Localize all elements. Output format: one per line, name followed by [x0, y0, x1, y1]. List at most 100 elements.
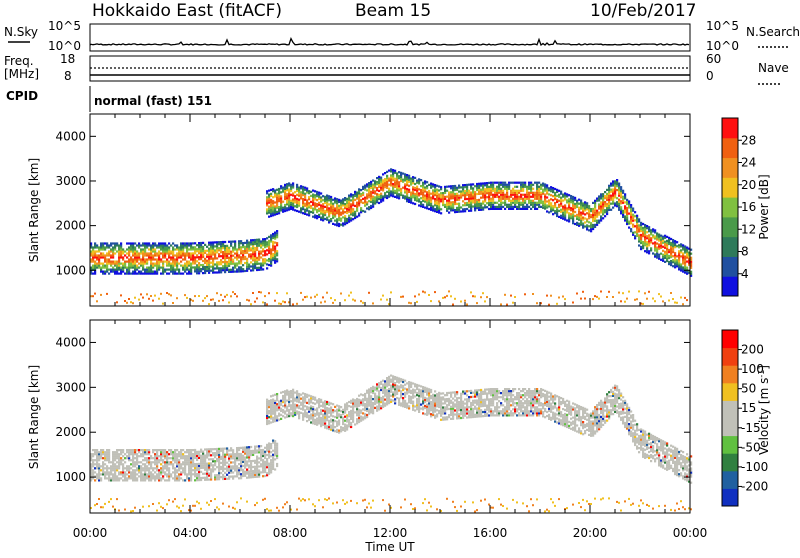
velocity-cell — [252, 470, 254, 472]
power-cell — [244, 256, 246, 258]
power-cell — [196, 270, 198, 272]
power-cell — [134, 261, 136, 263]
velocity-cell — [246, 501, 248, 503]
power-cell — [594, 206, 596, 208]
freq-tick-high: 18 — [60, 52, 75, 66]
velocity-cell — [144, 467, 146, 469]
power-cell — [164, 242, 166, 244]
velocity-cell — [152, 469, 154, 471]
power-cell — [676, 245, 678, 247]
power-cell — [144, 250, 146, 252]
power-cell — [656, 255, 658, 257]
power-cell — [152, 271, 154, 273]
velocity-cell — [268, 412, 270, 414]
power-cell — [408, 181, 410, 183]
power-cell — [102, 263, 104, 265]
power-cell — [284, 196, 286, 198]
power-cell — [572, 222, 574, 224]
velocity-cell — [232, 453, 234, 455]
power-cell — [508, 198, 510, 200]
power-cell — [500, 194, 502, 196]
power-cell — [476, 199, 478, 201]
power-cell — [594, 214, 596, 216]
power-cell — [162, 248, 164, 250]
power-cell — [172, 250, 174, 252]
velocity-cell — [222, 468, 224, 470]
power-cell — [508, 186, 510, 188]
power-cell — [204, 270, 206, 272]
power-cell — [500, 192, 502, 194]
power-cell — [194, 295, 196, 297]
velocity-cell — [222, 503, 224, 505]
power-cell — [248, 256, 250, 258]
power-cell — [346, 206, 348, 208]
velocity-cell — [186, 451, 188, 453]
power-cell — [338, 225, 340, 227]
power-cell — [556, 201, 558, 203]
power-cell — [342, 222, 344, 224]
velocity-cell — [298, 395, 300, 397]
velocity-cell — [180, 453, 182, 455]
power-cell — [270, 234, 272, 236]
power-cell — [612, 180, 614, 182]
power-cell — [410, 200, 412, 202]
velocity-cell — [178, 469, 180, 471]
power-cell — [494, 188, 496, 190]
power-cell — [252, 292, 254, 294]
power-cell — [248, 264, 250, 266]
velocity-cell — [246, 464, 248, 466]
power-cell — [392, 175, 394, 177]
power-cell — [318, 216, 320, 218]
velocity-cell — [290, 406, 292, 408]
power-cell — [360, 201, 362, 203]
power-cell — [380, 177, 382, 179]
power-cell — [100, 246, 102, 248]
power-cell — [270, 193, 272, 195]
velocity-cell — [108, 475, 110, 477]
velocity-cell — [168, 463, 170, 465]
power-cell — [532, 188, 534, 190]
power-cell — [364, 203, 366, 205]
velocity-cell — [196, 463, 198, 465]
power-cell — [660, 237, 662, 239]
power-cell — [212, 251, 214, 253]
power-cell — [246, 266, 248, 268]
velocity-cell — [146, 451, 148, 453]
velocity-cell — [232, 471, 234, 473]
velocity-cell — [98, 459, 100, 461]
velocity-cell — [144, 473, 146, 475]
velocity-cell — [236, 475, 238, 477]
power-cell — [564, 219, 566, 221]
power-cell — [258, 291, 260, 293]
power-cell — [678, 258, 680, 260]
velocity-cell — [114, 467, 116, 469]
velocity-cell — [194, 469, 196, 471]
power-cell — [332, 209, 334, 211]
velocity-cell — [168, 457, 170, 459]
power-cell — [190, 242, 192, 244]
velocity-cell — [128, 477, 130, 479]
power-cell — [220, 271, 222, 273]
power-cell — [438, 204, 440, 206]
power-cell — [668, 251, 670, 253]
velocity-cell — [270, 401, 272, 403]
power-cell — [180, 265, 182, 267]
power-cell — [288, 207, 290, 209]
power-cell — [312, 190, 314, 192]
power-cell — [474, 207, 476, 209]
velocity-cell — [222, 458, 224, 460]
velocity-cell — [274, 406, 276, 408]
power-cell — [220, 241, 222, 243]
power-cell — [406, 176, 408, 178]
power-cell — [578, 217, 580, 219]
power-cell — [266, 212, 268, 214]
power-cell — [314, 204, 316, 206]
power-cell — [316, 294, 318, 296]
power-cell — [338, 201, 340, 203]
power-cell — [456, 189, 458, 191]
velocity-cell — [284, 416, 286, 418]
power-cell — [432, 193, 434, 195]
power-cell — [608, 197, 610, 199]
power-cell — [570, 213, 572, 215]
power-cell — [466, 186, 468, 188]
